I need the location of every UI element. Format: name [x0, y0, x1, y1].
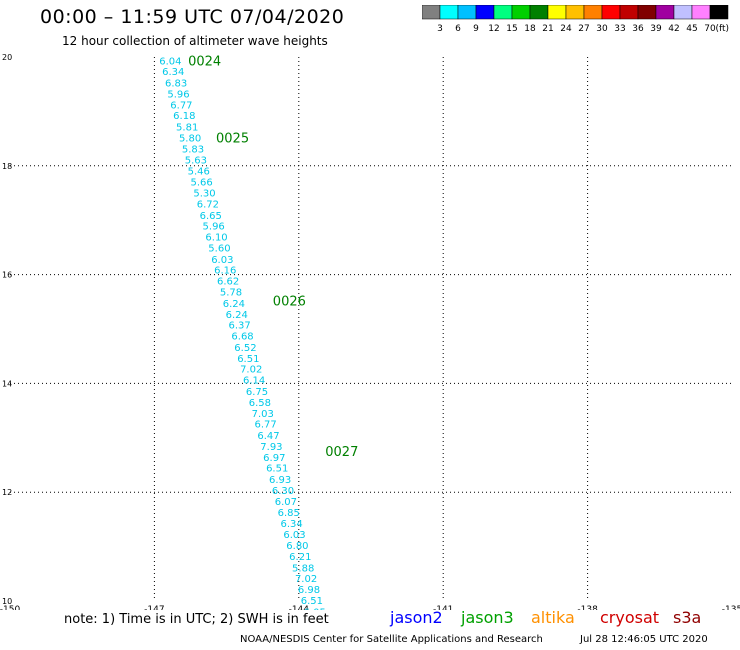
colorbar-tick-label: 33 [614, 24, 625, 34]
x-tick-label: -150 [0, 605, 20, 610]
swh-data-label: 5.30 [193, 188, 215, 199]
footer-note: note: 1) Time is in UTC; 2) SWH is in fe… [64, 612, 329, 627]
colorbar-unit: (ft) [715, 24, 729, 34]
swh-data-label: 6.37 [229, 321, 251, 332]
swh-data-label: 5.96 [167, 89, 189, 100]
swh-data-label: 6.51 [237, 354, 259, 365]
swh-data-label: 6.07 [275, 497, 297, 508]
swh-data-label: 6.16 [214, 266, 236, 277]
y-tick-label: 10 [2, 597, 12, 606]
swh-data-label: 5.88 [292, 563, 314, 574]
swh-data-label: 7.03 [252, 409, 274, 420]
swh-data-label: 6.85 [278, 508, 300, 519]
time-label: 0027 [325, 445, 358, 460]
swh-data-label: 7.02 [240, 365, 262, 376]
swh-data-label: 6.75 [246, 387, 268, 398]
colorbar-tick-label: 70 [704, 24, 716, 34]
swh-data-label: 5.96 [203, 222, 225, 233]
swh-data-label: 6.58 [249, 398, 271, 409]
satellite-label-s3a: s3a [673, 608, 702, 627]
swh-data-label: 6.62 [217, 277, 239, 288]
swh-data-label: 5.66 [191, 178, 213, 189]
colorbar-tick-label: 45 [686, 24, 697, 34]
swh-data-label: 7.93 [260, 442, 282, 453]
swh-data-label: 6.34 [281, 519, 303, 530]
colorbar-tick-label: 21 [542, 24, 553, 34]
y-tick-label: 12 [2, 488, 12, 497]
x-tick-label: -138 [577, 605, 598, 610]
colorbar-tick-label: 36 [632, 24, 644, 34]
colorbar-tick-label: 12 [488, 24, 499, 34]
swh-data-label: 6.05 [304, 607, 326, 610]
swh-data-label: 6.93 [269, 475, 291, 486]
x-tick-label: -144 [289, 605, 310, 610]
swh-data-label: 6.65 [200, 211, 222, 222]
swh-data-label: 6.14 [243, 376, 265, 387]
swh-data-label: 6.34 [162, 67, 184, 78]
swh-data-label: 6.97 [263, 453, 285, 464]
swh-data-label: 5.80 [179, 134, 201, 145]
generated-timestamp: Jul 28 12:46:05 UTC 2020 [580, 634, 708, 645]
swh-data-label: 5.46 [188, 167, 210, 178]
swh-data-label: 6.47 [257, 431, 279, 442]
swh-data-label: 6.10 [205, 233, 227, 244]
colorbar-tick-label: 27 [578, 24, 589, 34]
color-scale-legend: 3 6 9 12 15 18 21 24 27 30 33 36 39 42 45 70 (ft) [422, 5, 729, 34]
wave-height-plot: -150 -147 -144 -141 -138 -135 10 12 14 16 18 20 6.04… [0, 53, 740, 610]
x-tick-label: -135 [722, 605, 740, 610]
swh-data-label: 6.98 [298, 585, 320, 596]
swh-data-label: 6.03 [211, 255, 233, 266]
colorbar-tick-label: 39 [650, 24, 662, 34]
swh-data-label: 6.03 [283, 530, 305, 541]
chart-subtitle: 12 hour collection of altimeter wave hei… [62, 34, 328, 48]
colorbar-tick-label: 9 [473, 24, 479, 34]
swh-data-label: 5.81 [176, 123, 198, 134]
swh-data-label: 6.51 [301, 596, 323, 607]
y-tick-label: 20 [2, 53, 12, 62]
y-tick-label: 14 [2, 379, 12, 388]
swh-data-label: 5.63 [185, 155, 207, 166]
swh-data-label: 6.04 [159, 56, 181, 67]
chart-title: 00:00 – 11:59 UTC 07/04/2020 [40, 6, 345, 28]
swh-data-label: 6.77 [170, 100, 192, 111]
time-label: 0024 [188, 54, 221, 69]
satellite-label-jason3: jason3 [461, 608, 514, 627]
colorbar-tick-label: 30 [596, 24, 608, 34]
colorbar-swatch [709, 5, 729, 20]
swh-data-label: 6.68 [231, 332, 253, 343]
swh-data-label: 6.80 [286, 541, 308, 552]
satellite-label-jason2: jason2 [390, 608, 443, 627]
swh-data-label: 6.83 [165, 79, 187, 90]
y-tick-label: 16 [2, 271, 12, 280]
colorbar-tick-label: 24 [560, 24, 572, 34]
swh-data-label: 6.72 [197, 199, 219, 210]
swh-data-label: 5.78 [220, 287, 242, 298]
swh-data-label: 6.30 [272, 486, 294, 497]
x-tick-label: -147 [144, 605, 164, 610]
swh-data-label: 6.21 [289, 552, 311, 563]
swh-data-label: 5.83 [182, 144, 204, 155]
swh-data-label: 6.52 [234, 343, 256, 354]
colorbar-tick-label: 3 [437, 24, 443, 34]
swh-data-label: 6.24 [223, 299, 245, 310]
y-tick-label: 18 [2, 162, 12, 171]
swh-data-label: 6.24 [226, 310, 248, 321]
swh-data-label: 5.60 [208, 243, 230, 254]
colorbar-tick-label: 6 [455, 24, 461, 34]
swh-data-label: 7.02 [295, 574, 317, 585]
x-tick-label: -141 [433, 605, 453, 610]
colorbar-tick-label: 15 [506, 24, 517, 34]
swh-data-label: 6.77 [255, 420, 277, 431]
satellite-label-cryosat: cryosat [600, 608, 660, 627]
swh-data-label: 6.18 [173, 111, 195, 122]
colorbar-tick-label: 18 [524, 24, 536, 34]
satellite-label-altika: altika [531, 608, 575, 627]
time-label: 0025 [216, 132, 249, 147]
swh-data-label: 6.51 [266, 464, 288, 475]
credit-line: NOAA/NESDIS Center for Satellite Applica… [240, 634, 543, 645]
colorbar-tick-label: 42 [668, 24, 679, 34]
time-label: 0026 [273, 295, 306, 310]
